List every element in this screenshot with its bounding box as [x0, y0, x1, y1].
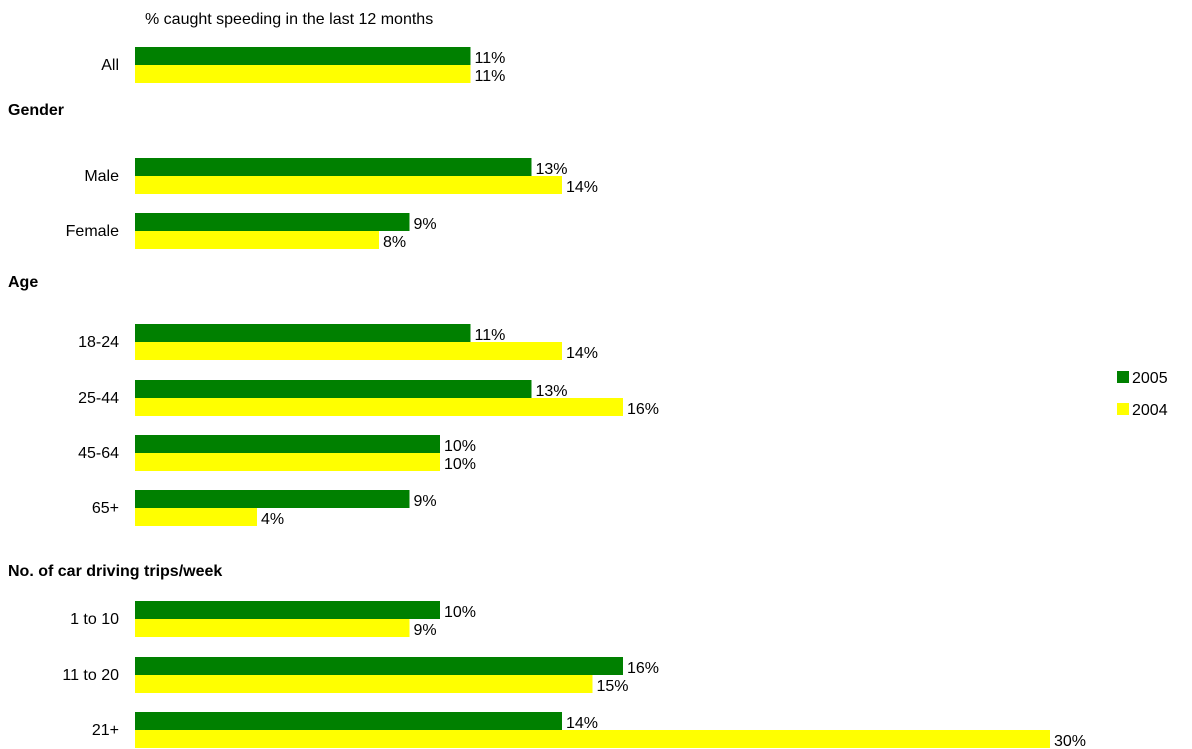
- data-label: 9%: [414, 493, 437, 510]
- category-label: 45-64: [78, 445, 119, 462]
- data-label: 11%: [475, 68, 506, 85]
- data-label: 10%: [444, 438, 476, 455]
- data-label: 11%: [475, 50, 506, 67]
- data-label: 9%: [414, 622, 437, 639]
- category-label: 1 to 10: [70, 611, 119, 628]
- bar-2004: [135, 65, 471, 83]
- bar-2005: [135, 657, 623, 675]
- data-label: 13%: [536, 161, 568, 178]
- data-label: 14%: [566, 715, 598, 732]
- data-label: 16%: [627, 401, 659, 418]
- category-label: 65+: [92, 500, 119, 517]
- data-label: 30%: [1054, 733, 1086, 749]
- bar-2005: [135, 213, 410, 231]
- category-label: 11 to 20: [62, 667, 119, 684]
- bar-2005: [135, 435, 440, 453]
- category-label: 18-24: [78, 334, 119, 351]
- bar-2004: [135, 675, 593, 693]
- bar-2005: [135, 380, 532, 398]
- bar-2005: [135, 712, 562, 730]
- bar-2005: [135, 158, 532, 176]
- bar-2004: [135, 398, 623, 416]
- data-label: 14%: [566, 345, 598, 362]
- data-label: 16%: [627, 660, 659, 677]
- data-label: 9%: [414, 216, 437, 233]
- category-label: Female: [66, 223, 119, 240]
- group-heading: Age: [8, 274, 38, 291]
- bar-2004: [135, 176, 562, 194]
- group-heading: Gender: [8, 102, 64, 119]
- category-label: 21+: [92, 722, 119, 739]
- legend-label: 2005: [1132, 370, 1168, 387]
- bar-2004: [135, 508, 257, 526]
- bar-2004: [135, 342, 562, 360]
- data-label: 10%: [444, 604, 476, 621]
- bar-2004: [135, 231, 379, 249]
- bar-2004: [135, 453, 440, 471]
- legend: 2005 2004: [1117, 370, 1168, 419]
- category-label: All: [101, 57, 119, 74]
- category-label: Male: [84, 168, 119, 185]
- data-label: 14%: [566, 179, 598, 196]
- bar-2005: [135, 324, 471, 342]
- bar-2004: [135, 730, 1050, 748]
- data-label: 15%: [597, 678, 629, 695]
- data-label: 10%: [444, 456, 476, 473]
- bar-2005: [135, 490, 410, 508]
- data-label: 8%: [383, 234, 406, 251]
- data-label: 11%: [475, 327, 506, 344]
- category-label: 25-44: [78, 390, 119, 407]
- chart-title: % caught speeding in the last 12 months: [145, 11, 433, 28]
- bar-2005: [135, 601, 440, 619]
- bar-2004: [135, 619, 410, 637]
- legend-label: 2004: [1132, 402, 1168, 419]
- data-label: 4%: [261, 511, 284, 528]
- group-heading: No. of car driving trips/week: [8, 563, 222, 580]
- data-label: 13%: [536, 383, 568, 400]
- bar-2005: [135, 47, 471, 65]
- legend-swatch-2004: [1117, 403, 1129, 415]
- legend-swatch-2005: [1117, 371, 1129, 383]
